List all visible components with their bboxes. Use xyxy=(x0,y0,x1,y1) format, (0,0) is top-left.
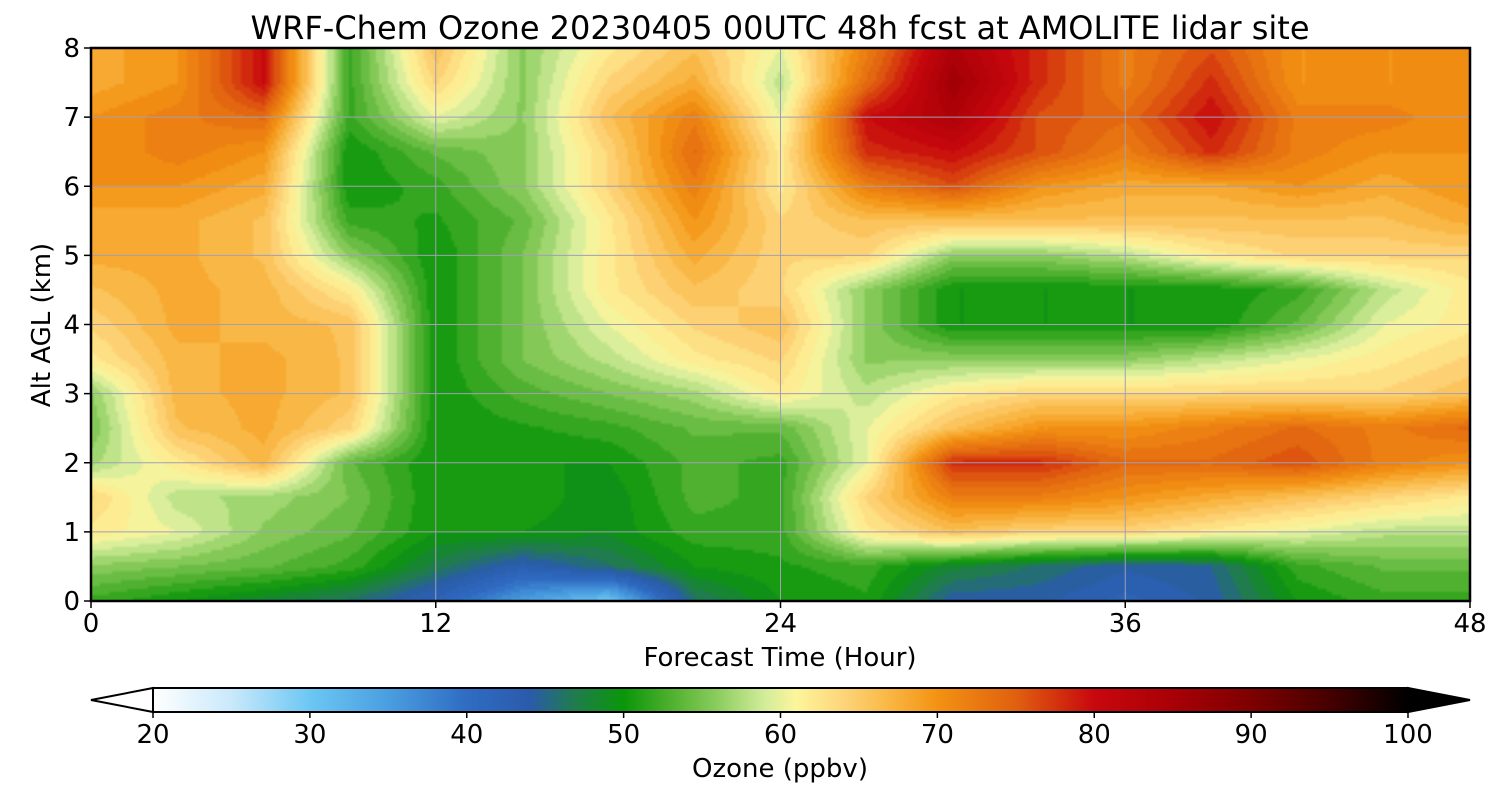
colorbar-tick-label: 80 xyxy=(1078,720,1111,750)
colorbar-label: Ozone (ppbv) xyxy=(692,754,868,784)
colorbar-high-extension xyxy=(1407,686,1471,714)
colorbar-tick-label: 100 xyxy=(1383,720,1433,750)
colorbar-tick-label: 60 xyxy=(764,720,797,750)
x-tick-label: 0 xyxy=(83,609,100,639)
y-axis: 0 1 2 3 4 5 6 7 8 xyxy=(63,34,91,617)
y-tick-label: 6 xyxy=(63,172,80,202)
y-axis-label: Alt AGL (km) xyxy=(27,243,57,407)
x-tick-label: 36 xyxy=(1109,609,1142,639)
chart-title: WRF-Chem Ozone 20230405 00UTC 48h fcst a… xyxy=(250,9,1309,47)
colorbar: 20 30 40 50 60 70 80 90 100 Ozone (ppbv) xyxy=(90,686,1471,784)
x-axis-label: Forecast Time (Hour) xyxy=(643,643,916,673)
y-tick-label: 1 xyxy=(63,518,80,548)
y-tick-label: 5 xyxy=(63,241,80,271)
grid-lines xyxy=(91,48,1470,601)
y-tick-label: 8 xyxy=(63,34,80,64)
colorbar-tick-label: 30 xyxy=(293,720,326,750)
y-tick-label: 4 xyxy=(63,311,80,341)
y-tick-label: 3 xyxy=(63,380,80,410)
x-tick-label: 24 xyxy=(764,609,797,639)
x-axis: 0 12 24 36 48 xyxy=(83,601,1487,639)
colorbar-low-extension xyxy=(90,686,154,714)
colorbar-tick-label: 90 xyxy=(1235,720,1268,750)
x-tick-label: 48 xyxy=(1453,609,1486,639)
y-tick-label: 2 xyxy=(63,449,80,479)
colorbar-tick-label: 70 xyxy=(921,720,954,750)
y-tick-label: 7 xyxy=(63,103,80,133)
colorbar-tick-label: 40 xyxy=(450,720,483,750)
colorbar-tick-label: 50 xyxy=(607,720,640,750)
colorbar-ticks: 20 30 40 50 60 70 80 90 100 xyxy=(136,712,1433,750)
x-tick-label: 12 xyxy=(419,609,452,639)
colorbar-bar xyxy=(152,687,1409,713)
y-tick-label: 0 xyxy=(63,587,80,617)
colorbar-tick-label: 20 xyxy=(136,720,169,750)
